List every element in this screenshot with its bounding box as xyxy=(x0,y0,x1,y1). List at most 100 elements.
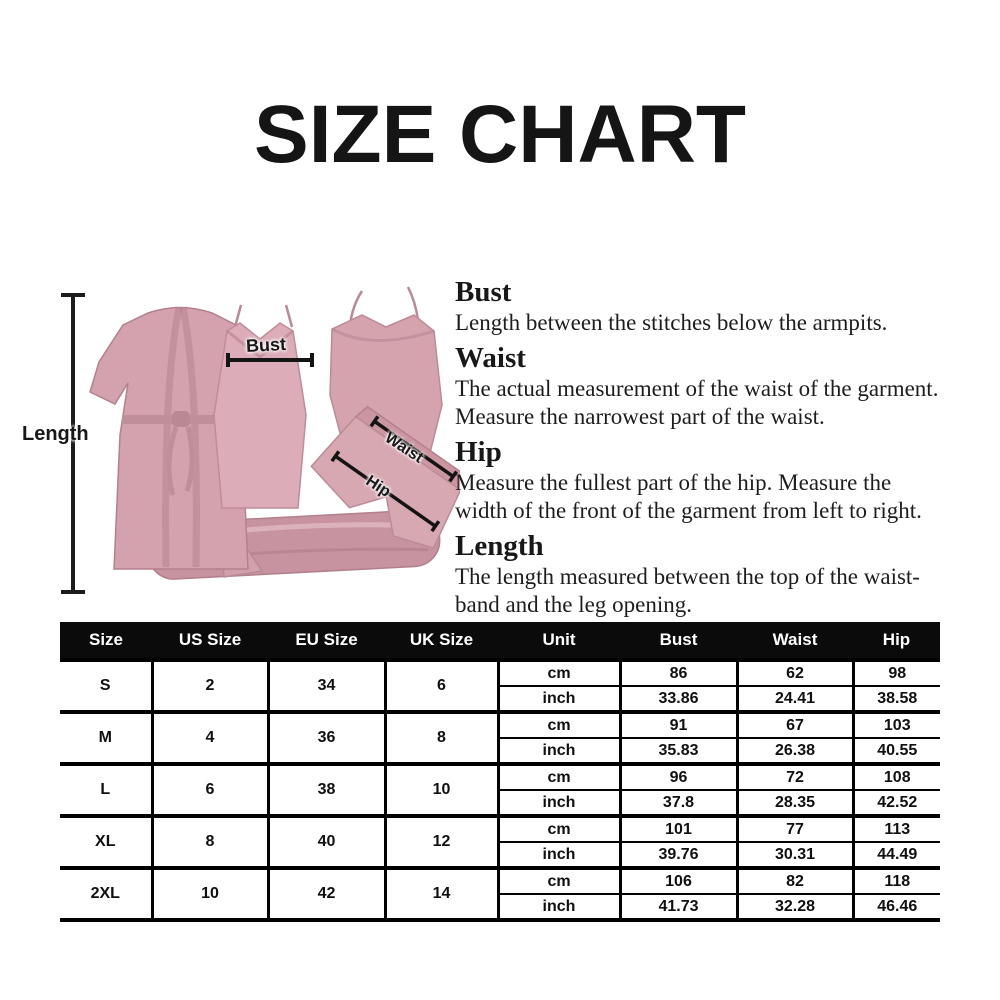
guide-hip: Hip Measure the fullest part of the hip.… xyxy=(455,436,965,525)
col-header-size: Size xyxy=(60,622,152,660)
cell-hip: 98 xyxy=(853,658,940,687)
guide-waist-text-1: The actual measurement of the waist of t… xyxy=(455,376,939,401)
cell-waist: 24.41 xyxy=(737,686,855,712)
cell-us-size: 2 xyxy=(152,658,270,712)
nightdress-shape xyxy=(213,304,307,509)
table-row: inch 39.76 30.31 44.49 xyxy=(60,842,940,868)
cell-size: XL xyxy=(60,814,154,868)
cell-unit: cm xyxy=(498,866,622,895)
cell-unit: cm xyxy=(498,814,622,843)
cell-uk-size: 12 xyxy=(385,814,500,868)
cell-bust: 39.76 xyxy=(620,842,739,868)
col-header-waist: Waist xyxy=(737,622,853,660)
cell-hip: 42.52 xyxy=(853,790,940,816)
cell-waist: 30.31 xyxy=(737,842,855,868)
cell-uk-size: 14 xyxy=(385,866,500,920)
cell-waist: 32.28 xyxy=(737,894,855,920)
cell-waist: 72 xyxy=(737,762,855,791)
cell-bust: 106 xyxy=(620,866,739,895)
table-header-row: Size US Size EU Size UK Size Unit Bust W… xyxy=(60,622,940,660)
cell-unit: cm xyxy=(498,658,622,687)
cell-bust: 33.86 xyxy=(620,686,739,712)
cell-uk-size: 8 xyxy=(385,710,500,764)
garment-illustration xyxy=(61,286,460,594)
cell-bust: 37.8 xyxy=(620,790,739,816)
length-annotation-label: Length xyxy=(22,423,89,445)
measurement-guide: Bust Length between the stitches below t… xyxy=(455,276,965,624)
cell-unit: inch xyxy=(498,686,622,712)
cell-eu-size: 40 xyxy=(268,814,387,868)
cell-us-size: 4 xyxy=(152,710,270,764)
shorts-shape xyxy=(310,405,460,549)
cell-waist: 67 xyxy=(737,710,855,739)
page-title: SIZE CHART xyxy=(254,89,746,180)
guide-hip-text-2: width of the front of the garment from l… xyxy=(455,498,922,523)
guide-bust-heading: Bust xyxy=(455,276,512,308)
waist-measure-line xyxy=(369,415,458,483)
guide-length-text-1: The length measured between the top of t… xyxy=(455,564,920,589)
cell-unit: inch xyxy=(498,842,622,868)
cell-size: 2XL xyxy=(60,866,154,920)
guide-length-text-2: band and the leg opening. xyxy=(455,592,692,617)
guide-waist-heading: Waist xyxy=(455,342,526,374)
guide-bust: Bust Length between the stitches below t… xyxy=(455,276,965,337)
table-row: inch 35.83 26.38 40.55 xyxy=(60,738,940,764)
cell-waist: 26.38 xyxy=(737,738,855,764)
cell-bust: 101 xyxy=(620,814,739,843)
length-measure-line xyxy=(61,293,85,594)
cell-unit: cm xyxy=(498,762,622,791)
cell-unit: inch xyxy=(498,790,622,816)
table-row: inch 37.8 28.35 42.52 xyxy=(60,790,940,816)
cell-uk-size: 6 xyxy=(385,658,500,712)
table-row: L 6 38 10 cm 96 72 108 xyxy=(60,762,940,816)
cell-size: M xyxy=(60,710,154,764)
product-figure: Length Bust Waist Hip xyxy=(20,265,460,625)
table-row: inch 33.86 24.41 38.58 xyxy=(60,686,940,712)
bust-measure-line xyxy=(226,353,314,367)
size-table: Size US Size EU Size UK Size Unit Bust W… xyxy=(60,622,940,922)
col-header-us: US Size xyxy=(152,622,268,660)
cell-hip: 46.46 xyxy=(853,894,940,920)
cell-size: L xyxy=(60,762,154,816)
cell-unit: inch xyxy=(498,738,622,764)
cell-eu-size: 38 xyxy=(268,762,387,816)
cell-bust: 86 xyxy=(620,658,739,687)
guide-waist-text-2: Measure the narrowest part of the waist. xyxy=(455,404,825,429)
cell-us-size: 6 xyxy=(152,762,270,816)
col-header-unit: Unit xyxy=(498,622,620,660)
table-row: inch 41.73 32.28 46.46 xyxy=(60,894,940,920)
guide-waist: Waist The actual measurement of the wais… xyxy=(455,342,965,431)
cell-unit: inch xyxy=(498,894,622,920)
table-row: S 2 34 6 cm 86 62 98 xyxy=(60,658,940,712)
cell-eu-size: 34 xyxy=(268,658,387,712)
cell-us-size: 8 xyxy=(152,814,270,868)
cell-unit: cm xyxy=(498,710,622,739)
cell-uk-size: 10 xyxy=(385,762,500,816)
cell-hip: 113 xyxy=(853,814,940,843)
cell-hip: 118 xyxy=(853,866,940,895)
bust-annotation-label: Bust xyxy=(245,333,287,357)
hip-measure-line xyxy=(330,450,441,533)
cell-us-size: 10 xyxy=(152,866,270,920)
table-row: M 4 36 8 cm 91 67 103 xyxy=(60,710,940,764)
cell-waist: 62 xyxy=(737,658,855,687)
guide-bust-text: Length between the stitches below the ar… xyxy=(455,310,888,335)
cell-size: S xyxy=(60,658,154,712)
col-header-uk: UK Size xyxy=(385,622,498,660)
cell-waist: 82 xyxy=(737,866,855,895)
cell-hip: 38.58 xyxy=(853,686,940,712)
cell-bust: 96 xyxy=(620,762,739,791)
guide-length-heading: Length xyxy=(455,530,544,562)
col-header-hip: Hip xyxy=(853,622,940,660)
cell-bust: 35.83 xyxy=(620,738,739,764)
guide-length: Length The length measured between the t… xyxy=(455,530,965,619)
cell-waist: 77 xyxy=(737,814,855,843)
col-header-eu: EU Size xyxy=(268,622,385,660)
cell-bust: 91 xyxy=(620,710,739,739)
cell-hip: 40.55 xyxy=(853,738,940,764)
cell-eu-size: 36 xyxy=(268,710,387,764)
cell-bust: 41.73 xyxy=(620,894,739,920)
col-header-bust: Bust xyxy=(620,622,737,660)
cell-waist: 28.35 xyxy=(737,790,855,816)
table-row: XL 8 40 12 cm 101 77 113 xyxy=(60,814,940,868)
